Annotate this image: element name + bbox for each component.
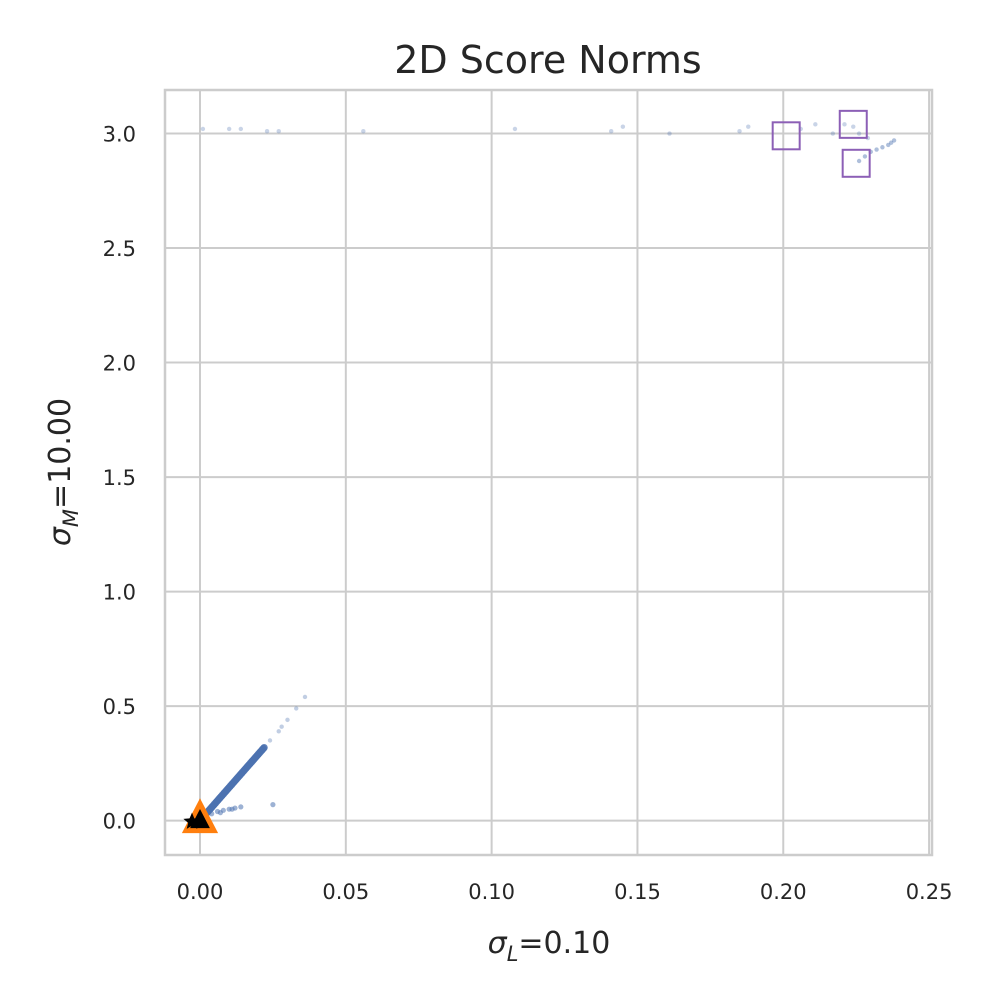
scatter-point	[267, 738, 273, 743]
y-axis-symbol: σ	[43, 526, 78, 546]
scatter-point	[229, 806, 235, 812]
scatter-point	[302, 694, 308, 700]
square-marker	[838, 109, 868, 139]
scatter-point	[200, 126, 206, 132]
y-tick-label: 3.0	[103, 123, 136, 147]
scatter-point	[238, 126, 244, 132]
scatter-point	[746, 124, 751, 129]
plot-frame	[163, 88, 934, 857]
scatter-point	[737, 129, 742, 134]
y-tick-label: 1.5	[103, 466, 136, 490]
scatter-point	[667, 131, 672, 136]
y-tick-label: 0.0	[103, 810, 136, 834]
x-tick-label: 0.20	[760, 880, 807, 904]
y-tick-label: 2.5	[103, 237, 136, 261]
tick-labels: 0.00 0.05 0.10 0.15 0.20 0.25 0.0 0.5 1.0 1.5 2.0 2…	[103, 123, 953, 904]
x-tick-label: 0.05	[322, 880, 369, 904]
scatter-point	[512, 126, 518, 132]
y-axis-subscript: M	[59, 509, 83, 527]
scatter-points	[196, 122, 897, 825]
scatter-point	[862, 154, 868, 159]
chart-title: 2D Score Norms	[394, 38, 701, 82]
scatter-point	[813, 122, 818, 127]
scatter-point	[830, 131, 836, 136]
square-marker	[771, 121, 801, 151]
x-axis-symbol: σ	[488, 926, 508, 961]
x-tick-label: 0.15	[614, 880, 661, 904]
square-marker	[841, 148, 871, 178]
scatter-point	[888, 140, 894, 145]
scatter-point	[361, 129, 366, 134]
scatter-point	[620, 124, 626, 129]
scatter-point	[891, 138, 897, 143]
scatter-point	[874, 147, 879, 152]
y-tick-label: 1.0	[103, 581, 136, 605]
scatter-point	[217, 810, 224, 816]
scatter-point	[264, 129, 270, 134]
x-axis-value: =0.10	[518, 926, 610, 961]
scatter-point	[238, 804, 244, 810]
scatter-point	[276, 129, 281, 134]
scatter-point	[294, 706, 299, 711]
scatter-point	[270, 802, 276, 808]
scatter-point	[609, 129, 614, 134]
x-tick-label: 0.00	[177, 880, 224, 904]
y-axis-label: σM=10.00	[43, 398, 83, 546]
scatter-point	[856, 131, 862, 136]
scatter-point	[260, 743, 268, 752]
y-axis-value: =10.00	[43, 398, 78, 509]
scatter-point	[880, 145, 885, 150]
x-axis-subscript: L	[507, 942, 519, 966]
marker-layer	[181, 109, 871, 834]
x-axis-label: σL=0.10	[488, 926, 611, 966]
scatter-point	[285, 717, 290, 723]
star-marker	[183, 812, 201, 829]
x-tick-label: 0.10	[468, 880, 515, 904]
scatter-point	[886, 142, 891, 148]
y-tick-label: 0.5	[103, 695, 136, 719]
y-tick-label: 2.0	[103, 352, 136, 376]
scatter-point	[209, 811, 215, 817]
scatter-point	[276, 729, 281, 734]
grid	[165, 90, 932, 855]
scatter-point	[226, 126, 232, 132]
x-tick-label: 0.25	[906, 880, 953, 904]
scatter-point	[851, 124, 856, 129]
scatter-point	[842, 122, 847, 127]
scatter-point	[856, 158, 862, 164]
scatter-point	[279, 724, 284, 729]
